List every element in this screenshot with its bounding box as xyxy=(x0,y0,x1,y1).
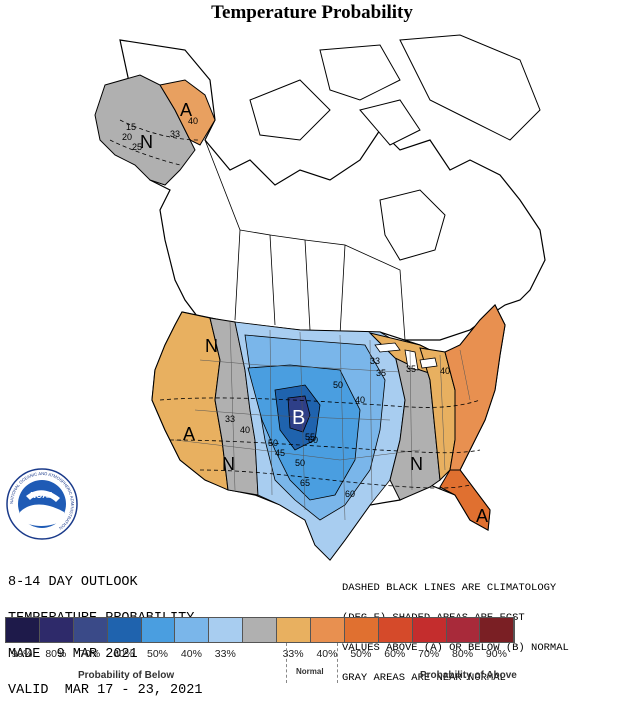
legend-swatch xyxy=(277,618,312,642)
legend-percent: 33% xyxy=(214,648,236,660)
clim-label: 40 xyxy=(188,116,198,126)
clim-label: 40 xyxy=(240,425,250,435)
normal-label: Normal xyxy=(296,667,324,676)
legend-percent: 40% xyxy=(316,648,338,660)
legend-percent: 70% xyxy=(418,648,440,660)
florida-above-label: A xyxy=(476,506,488,526)
below-80-area xyxy=(287,395,311,433)
note-line: VALUES ABOVE (A) OR BELOW (B) NORMAL xyxy=(342,642,569,654)
legend-percent: 50% xyxy=(147,648,169,660)
southeast-above-60-area xyxy=(439,469,491,531)
climatology-lines xyxy=(109,119,481,489)
alaska-above-label: A xyxy=(180,100,192,120)
hudson-bay xyxy=(379,189,446,261)
clim-label: 40 xyxy=(440,366,450,376)
legend-swatch xyxy=(73,618,108,642)
clim-label: 33 xyxy=(225,414,235,424)
note-line: GRAY AREAS ARE NEAR-NORMAL xyxy=(342,672,506,684)
legend-percent: 60% xyxy=(113,648,135,660)
west-above-label: A xyxy=(183,424,195,444)
clim-label: 33 xyxy=(370,356,380,366)
legend-percent: 90% xyxy=(11,648,33,660)
legend-percent: 70% xyxy=(79,648,101,660)
map-notes: DASHED BLACK LINES ARE CLIMATOLOGY (DEG … xyxy=(342,563,569,693)
outlook-made-date: MADE 9 MAR 2021 xyxy=(8,647,138,662)
legend-swatch xyxy=(311,618,345,642)
alaska-normal-label: N xyxy=(140,132,153,152)
clim-label: 50 xyxy=(333,380,343,390)
clim-label: 15 xyxy=(126,122,136,132)
clim-label: 20 xyxy=(122,132,132,142)
clim-label: 40 xyxy=(355,395,365,405)
legend-percent: 33% xyxy=(282,648,304,660)
clim-label: 50 xyxy=(295,458,305,468)
legend-percents: 90% 80% 70% 60% 50% 40% 33% 33% 40% 50% 60% 70% 80% 9… xyxy=(5,648,513,660)
legend-percent: 50% xyxy=(350,648,372,660)
clim-label: 35 xyxy=(376,368,386,378)
legend-percent: 90% xyxy=(485,648,507,660)
legend-swatch xyxy=(446,618,481,642)
alaska-above-area xyxy=(159,79,216,146)
note-line: DASHED BLACK LINES ARE CLIMATOLOGY xyxy=(342,582,557,594)
great-lakes xyxy=(374,342,438,371)
legend-swatches xyxy=(5,617,516,643)
legend-percent: 40% xyxy=(180,648,202,660)
clim-label: 65 xyxy=(300,478,310,488)
southwest-normal-label: N xyxy=(222,454,235,474)
legend-percent: 60% xyxy=(384,648,406,660)
central-below-label: B xyxy=(292,407,305,429)
probability-legend: 90% 80% 70% 60% 50% 40% 33% 33% 40% 50% 60% 70% 80% 9… xyxy=(0,617,624,684)
east-above-50-area xyxy=(444,304,506,471)
clim-label: 55 xyxy=(305,432,315,442)
clim-label: 50 xyxy=(268,438,278,448)
legend-swatch xyxy=(243,618,278,642)
east-normal-label: N xyxy=(410,454,423,474)
legend-swatch xyxy=(39,618,74,642)
outlook-valid-dates: VALID MAR 17 - 23, 2021 xyxy=(8,683,203,698)
arctic-islands xyxy=(249,34,541,146)
legend-swatch xyxy=(175,618,210,642)
province-borders xyxy=(204,139,406,341)
west-normal-label: N xyxy=(205,336,218,356)
noaa-logo-text: NOAA xyxy=(30,491,54,500)
legend-percent: 80% xyxy=(45,648,67,660)
legend-swatch xyxy=(209,618,244,642)
clim-label: 25 xyxy=(132,142,142,152)
clim-label: 60 xyxy=(308,435,318,445)
north-america-outline xyxy=(119,39,546,341)
clim-label: 33 xyxy=(170,129,180,139)
normal-divider xyxy=(286,643,338,683)
legend-percent xyxy=(242,648,276,660)
clim-label: 45 xyxy=(275,448,285,458)
legend-swatch xyxy=(480,618,515,642)
below-label: Probability of Below xyxy=(78,670,175,681)
clim-label: 35 xyxy=(406,364,416,374)
above-label: Probability of Above xyxy=(420,670,517,681)
outlook-type: 8-14 DAY OUTLOOK xyxy=(8,575,138,590)
legend-swatch xyxy=(412,618,447,642)
legend-swatch xyxy=(6,618,40,642)
clim-label: 60 xyxy=(345,489,355,499)
noaa-logo: NOAA NATIONAL OCEANIC AND ATMOSPHERIC AD… xyxy=(6,468,78,540)
state-borders xyxy=(174,321,471,521)
legend-swatch xyxy=(378,618,413,642)
legend-swatch xyxy=(141,618,176,642)
legend-swatch xyxy=(107,618,142,642)
outlook-map: A N N A N B N A 15 20 25 40 33 33 40 50 … xyxy=(94,34,546,561)
legend-percent: 80% xyxy=(452,648,474,660)
map-title: Temperature Probability xyxy=(211,2,413,23)
legend-swatch xyxy=(344,618,379,642)
